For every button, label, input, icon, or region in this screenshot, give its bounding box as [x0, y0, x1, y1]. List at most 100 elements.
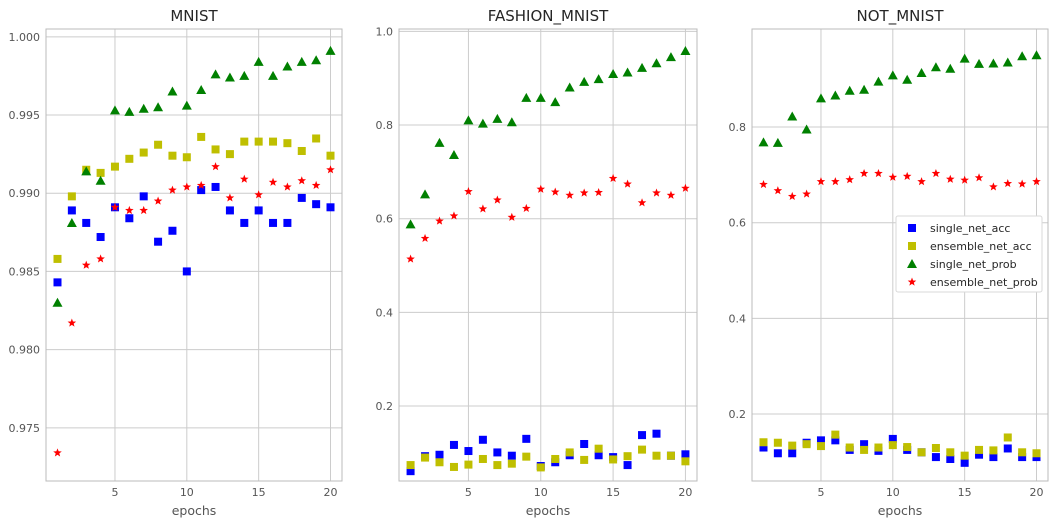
data-point — [1018, 453, 1027, 462]
data-point — [888, 434, 897, 443]
data-point — [95, 175, 106, 185]
data-point — [311, 180, 321, 190]
data-point — [859, 168, 869, 178]
data-point — [816, 436, 825, 445]
data-point — [989, 182, 998, 191]
data-point — [945, 63, 956, 73]
data-point — [902, 171, 912, 180]
series-ensemble_net_acc — [53, 132, 335, 263]
data-point — [420, 233, 430, 243]
series-single_net_prob — [405, 46, 691, 229]
data-point — [681, 450, 690, 459]
data-point — [917, 177, 926, 186]
data-point — [153, 102, 164, 112]
x-axis-label: epochs — [172, 503, 217, 518]
data-point — [830, 90, 841, 100]
data-point — [522, 452, 531, 461]
data-point — [902, 74, 913, 84]
x-axis-label: epochs — [878, 503, 923, 518]
data-point — [888, 441, 897, 450]
data-point — [1031, 50, 1042, 60]
data-point — [96, 168, 105, 177]
y-tick-label: 1.000 — [9, 31, 41, 44]
data-point — [801, 124, 812, 134]
data-point — [652, 188, 661, 197]
data-point — [593, 74, 604, 84]
data-point — [297, 176, 307, 185]
data-point — [773, 449, 782, 458]
data-point — [946, 448, 955, 457]
data-point — [594, 444, 603, 453]
series-single_net_prob — [758, 50, 1042, 147]
data-point — [52, 297, 63, 307]
data-point — [564, 82, 575, 92]
data-point — [283, 218, 292, 227]
data-point — [154, 140, 163, 149]
data-point — [816, 177, 826, 186]
data-point — [773, 438, 782, 447]
data-point — [637, 198, 647, 207]
data-point — [167, 86, 178, 96]
data-point — [759, 443, 768, 452]
y-tick-label: 0.990 — [9, 187, 41, 200]
data-point — [82, 218, 91, 227]
data-point — [758, 137, 769, 147]
data-point — [1017, 179, 1027, 188]
x-tick-label: 5 — [817, 486, 824, 499]
data-point — [464, 187, 473, 196]
x-tick-label: 20 — [324, 486, 338, 499]
legend-marker-square-marker-icon — [908, 224, 916, 232]
data-point — [240, 218, 249, 227]
data-point — [1003, 178, 1013, 188]
data-point — [874, 168, 883, 178]
data-point — [182, 182, 192, 191]
data-point — [1002, 57, 1013, 67]
data-point — [594, 451, 603, 460]
data-point — [197, 186, 206, 195]
data-point — [53, 254, 62, 263]
data-point — [608, 68, 619, 78]
data-point — [975, 445, 984, 454]
data-point — [139, 148, 148, 157]
data-point — [637, 62, 648, 72]
data-point — [448, 149, 459, 159]
data-point — [254, 190, 263, 199]
data-point — [860, 440, 869, 449]
data-point — [536, 463, 545, 472]
data-point — [196, 84, 207, 94]
data-point — [831, 177, 840, 186]
data-point — [197, 132, 206, 141]
legend-label: single_net_prob — [930, 258, 1017, 271]
chart-panel-2: 5 10 15 20 0.2 0.4 0.6 0.8 1.0 FASHION_MNISTepoch… — [376, 7, 698, 518]
data-point — [623, 452, 632, 461]
data-point — [788, 449, 797, 458]
data-point — [652, 451, 661, 460]
data-point — [225, 206, 234, 215]
data-point — [1032, 449, 1041, 458]
y-tick-label: 0.2 — [376, 400, 394, 413]
plot-area — [46, 29, 342, 481]
data-point — [816, 442, 825, 451]
data-point — [594, 187, 603, 197]
data-point — [916, 68, 927, 78]
chart-title: FASHION_MNIST — [488, 7, 609, 26]
x-tick-label: 5 — [111, 486, 118, 499]
data-point — [1003, 444, 1012, 453]
data-point — [666, 190, 676, 199]
data-point — [283, 139, 292, 148]
data-point — [463, 115, 474, 125]
data-point — [168, 151, 177, 160]
legend-marker-square-marker-icon — [908, 242, 916, 250]
data-point — [421, 453, 430, 462]
data-point — [283, 182, 292, 191]
series-ensemble_net_prob — [53, 162, 335, 457]
data-point — [580, 439, 589, 448]
data-point — [1018, 448, 1027, 457]
data-point — [506, 117, 517, 127]
data-point — [449, 440, 458, 449]
data-point — [507, 451, 516, 460]
data-point — [225, 150, 234, 159]
data-point — [434, 137, 445, 147]
data-point — [493, 448, 502, 457]
data-point — [109, 105, 120, 115]
